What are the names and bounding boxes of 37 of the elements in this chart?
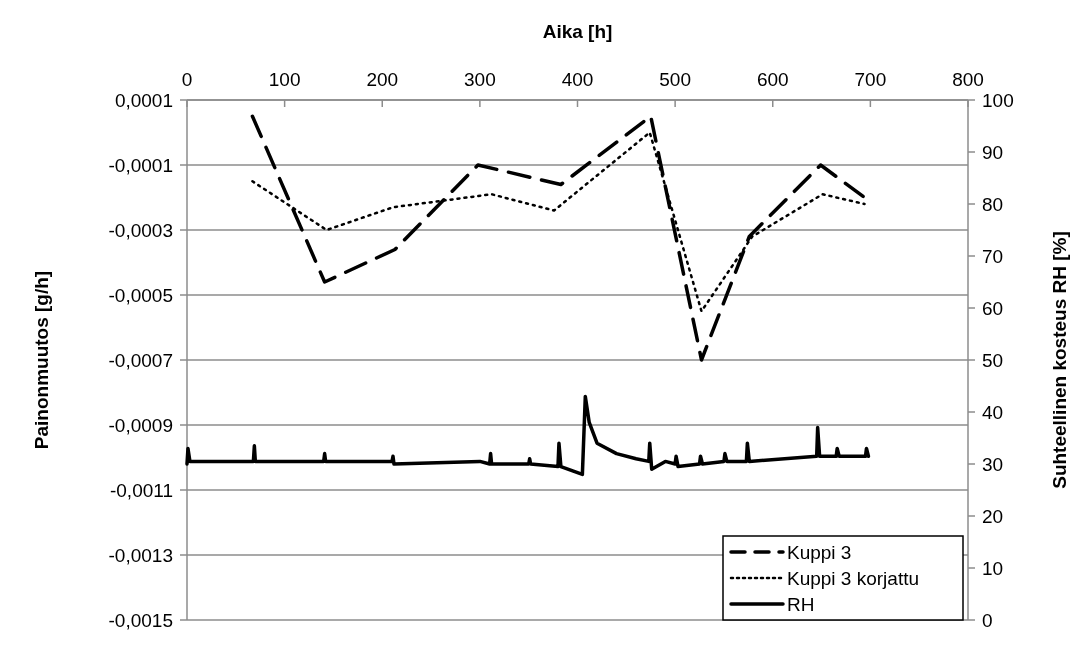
y2-tick-label: 10	[982, 557, 1004, 579]
y2-tick-label: 0	[982, 609, 993, 631]
legend-label: Kuppi 3	[787, 541, 852, 563]
y-tick-label: -0,0001	[108, 154, 173, 176]
y-tick-label: -0,0013	[108, 544, 173, 566]
legend-label: RH	[787, 593, 815, 615]
y2-axis-title: Suhteellinen kosteus RH [%]	[1049, 231, 1070, 489]
legend-label: Kuppi 3 korjattu	[787, 567, 920, 589]
y-tick-label: -0,0009	[108, 414, 173, 436]
x-tick-label: 800	[952, 69, 984, 90]
x-tick-label: 300	[464, 69, 496, 90]
x-axis-title: Aika [h]	[542, 21, 613, 42]
y2-tick-label: 80	[982, 193, 1004, 215]
y2-tick-label: 90	[982, 141, 1004, 163]
y2-tick-label: 20	[982, 505, 1004, 527]
y2-tick-label: 30	[982, 453, 1004, 475]
x-tick-label: 500	[659, 69, 691, 90]
line-series	[250, 114, 867, 362]
line-series	[185, 394, 871, 477]
y-tick-label: -0,0015	[108, 609, 173, 631]
y2-tick-label: 50	[982, 349, 1004, 371]
y-tick-label: 0,0001	[114, 89, 173, 111]
y2-tick-label: 70	[982, 245, 1004, 267]
x-tick-label: 100	[268, 69, 301, 90]
x-tick-label: 200	[366, 69, 399, 90]
x-tick-label: 700	[854, 69, 887, 90]
y-tick-label: -0,0003	[108, 219, 173, 241]
y2-tick-label: 60	[982, 297, 1004, 319]
x-tick-label: 0	[181, 69, 193, 90]
y2-tick-label: 100	[982, 89, 1014, 111]
y2-tick-label: 40	[982, 401, 1004, 423]
y-tick-label: -0,0005	[108, 284, 173, 306]
y-tick-label: -0,0011	[109, 479, 173, 501]
y-tick-label: -0,0007	[108, 349, 173, 371]
x-tick-label: 600	[756, 69, 789, 90]
x-tick-label: 400	[561, 69, 594, 90]
y-axis-title: Painonmuutos [g/h]	[31, 270, 52, 450]
